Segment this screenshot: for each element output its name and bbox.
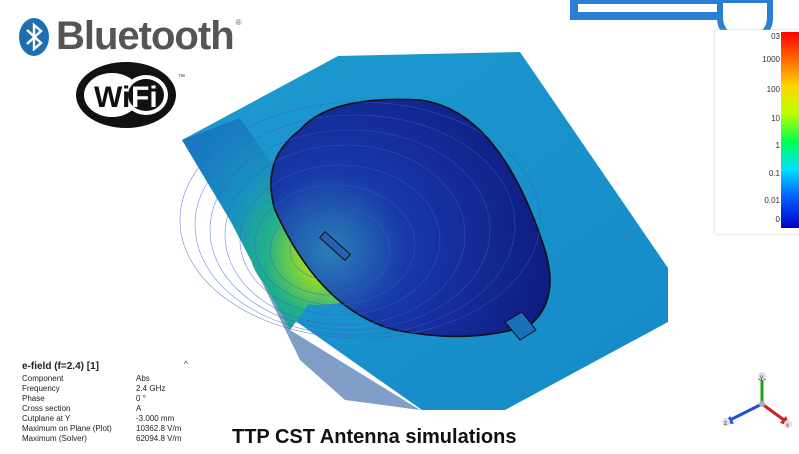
info-row: Maximum (Solver) 62094.8 V/m (22, 434, 198, 444)
info-row: Cross section A (22, 404, 198, 414)
info-key: Phase (22, 394, 45, 403)
info-value: -3.000 mm (136, 414, 175, 423)
field-ripples (179, 101, 541, 339)
info-row: Cutplane at Y -3.000 mm (22, 414, 198, 424)
info-key: Cutplane at Y (22, 414, 71, 423)
plate-edge-shadow (255, 268, 420, 410)
wifi-logo: Wi Fi (76, 62, 176, 128)
color-scale-bar (781, 32, 799, 228)
info-value: 10362.8 V/m (136, 424, 182, 433)
info-value: A (136, 404, 142, 413)
antenna-feed (318, 230, 352, 262)
legend-tick: 100 (766, 85, 799, 94)
svg-text:Wi: Wi (94, 81, 130, 114)
bluetooth-logo: Bluetooth ® (18, 14, 242, 59)
legend-tick: 1 (775, 141, 799, 150)
bluetooth-icon (19, 17, 49, 56)
info-panel-title: e-field (f=2.4) [1] (22, 361, 99, 372)
info-row: Component Abs (22, 374, 198, 384)
trademark-mark: ™ (178, 74, 185, 81)
legend-tick: 1000 (762, 55, 798, 64)
axis-label-y: y (760, 375, 763, 381)
antenna-pad (504, 311, 537, 341)
info-row: Frequency 2.4 GHz (22, 384, 198, 394)
field-info-panel: e-field (f=2.4) [1] ^ Component Abs Freq… (18, 357, 198, 454)
legend-tick: 0.01 (764, 196, 798, 205)
collapse-chevron-icon[interactable]: ^ (183, 359, 188, 369)
info-key: Maximum on Plane (Plot) (22, 424, 112, 433)
legend-tick: 10 (771, 114, 798, 123)
info-value: 62094.8 V/m (136, 434, 182, 443)
info-row: Maximum on Plane (Plot) 10362.8 V/m (22, 424, 198, 434)
info-row: Phase 0 ° (22, 394, 198, 404)
axis-label-z: z (724, 421, 727, 427)
legend-tick-top: 03 (771, 32, 798, 41)
svg-text:Fi: Fi (131, 81, 158, 114)
axis-label-x: x (786, 423, 789, 429)
bluetooth-text: Bluetooth (56, 14, 235, 58)
slide-caption: TTP CST Antenna simulations (232, 426, 517, 448)
info-key: Frequency (22, 384, 60, 393)
info-value: 2.4 GHz (136, 384, 166, 393)
legend-tick: 0.1 (768, 169, 799, 178)
info-value: Abs (136, 374, 150, 383)
info-value: 0 ° (136, 394, 146, 403)
info-key: Component (22, 374, 64, 383)
info-key: Cross section (22, 404, 71, 413)
info-key: Maximum (Solver) (22, 434, 87, 443)
registered-mark: ® (235, 18, 242, 27)
legend-tick: 0 (775, 215, 799, 224)
axes-orientation-triad[interactable]: y z x (716, 370, 796, 430)
